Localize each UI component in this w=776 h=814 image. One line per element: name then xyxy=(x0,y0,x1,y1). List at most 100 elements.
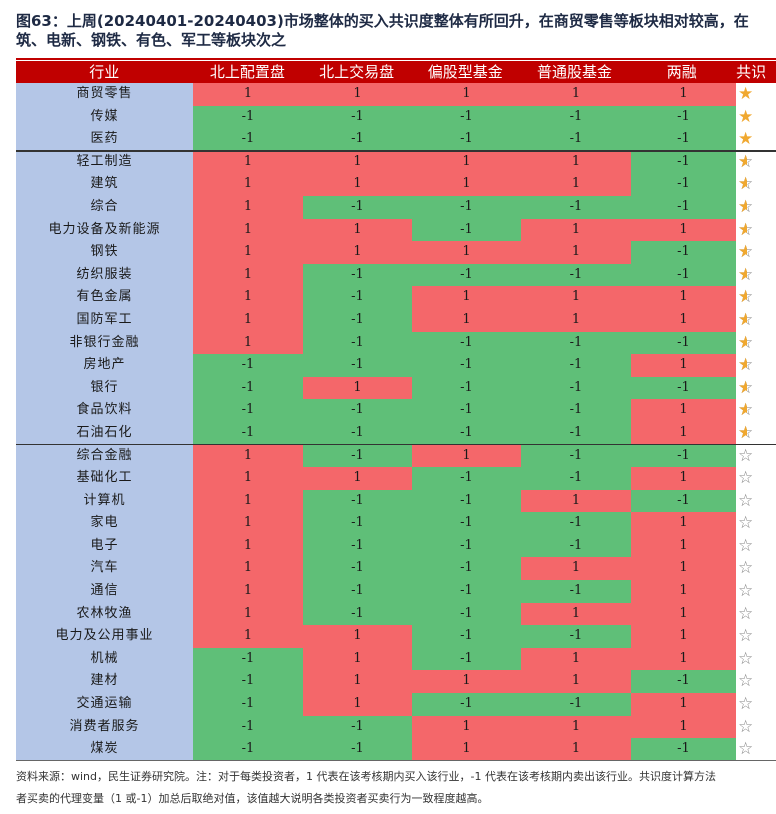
value-cell: -1 xyxy=(412,467,521,490)
industry-cell: 建材 xyxy=(16,670,193,694)
value-cell: -1 xyxy=(412,376,521,400)
value-cell: -1 xyxy=(521,693,631,716)
star-half-icon: ☆ ★ xyxy=(736,376,776,400)
table-row: 医药 -1 -1 -1 -1 -1 ★ xyxy=(16,128,776,151)
value-cell: -1 xyxy=(412,421,521,445)
value-cell: 1 xyxy=(193,625,303,648)
table-row: 电力及公用事业 1 1 -1 -1 1 ☆ xyxy=(16,625,776,648)
value-cell: -1 xyxy=(521,376,631,400)
industry-cell: 交通运输 xyxy=(16,693,193,716)
value-cell: 1 xyxy=(631,534,736,558)
value-cell: -1 xyxy=(193,105,303,129)
star-empty-icon: ☆ xyxy=(736,738,776,761)
value-cell: 1 xyxy=(521,602,631,626)
table-row: 银行 -1 1 -1 -1 -1 ☆ ★ xyxy=(16,376,776,400)
value-cell: 1 xyxy=(631,693,736,716)
star-empty-icon: ☆ xyxy=(736,693,776,716)
value-cell: 1 xyxy=(631,399,736,422)
industry-cell: 建筑 xyxy=(16,173,193,196)
title-line-1: 图63：上周(20240401-20240403)市场整体的买入共识度整体有所回… xyxy=(16,12,749,30)
value-cell: 1 xyxy=(193,331,303,355)
value-cell: -1 xyxy=(412,557,521,581)
value-cell: 1 xyxy=(631,647,736,671)
value-cell: 1 xyxy=(631,512,736,535)
header-margin: 两融 xyxy=(666,63,697,81)
industry-cell: 医药 xyxy=(16,128,193,151)
value-cell: -1 xyxy=(631,376,736,400)
value-cell: 1 xyxy=(193,195,303,219)
value-cell: 1 xyxy=(193,263,303,287)
table-row: 机械 -1 1 -1 1 1 ☆ xyxy=(16,647,776,671)
value-cell: 1 xyxy=(521,173,631,196)
value-cell: -1 xyxy=(631,670,736,694)
value-cell: -1 xyxy=(193,128,303,151)
star-half-icon: ☆ ★ xyxy=(736,241,776,264)
value-cell: 1 xyxy=(412,241,521,264)
value-cell: 1 xyxy=(631,308,736,332)
value-cell: 1 xyxy=(193,150,303,174)
table-row: 综合 1 -1 -1 -1 -1 ☆ ★ xyxy=(16,195,776,219)
header-stock-fund: 普通股基金 xyxy=(537,63,613,81)
table-row: 农林牧渔 1 -1 -1 1 1 ☆ xyxy=(16,602,776,626)
table-row: 有色金属 1 -1 1 1 1 ☆ ★ xyxy=(16,286,776,309)
value-cell: -1 xyxy=(303,399,412,422)
industry-cell: 计算机 xyxy=(16,489,193,513)
industry-cell: 石油石化 xyxy=(16,421,193,445)
value-cell: 1 xyxy=(193,173,303,196)
industry-cell: 非银行金融 xyxy=(16,331,193,355)
value-cell: 1 xyxy=(303,218,412,242)
value-cell: 1 xyxy=(303,241,412,264)
value-cell: -1 xyxy=(521,625,631,648)
star-empty-icon: ☆ xyxy=(736,444,776,468)
value-cell: 1 xyxy=(412,83,521,106)
table-row: 房地产 -1 -1 -1 -1 1 ☆ ★ xyxy=(16,354,776,377)
value-cell: -1 xyxy=(303,286,412,309)
table-row: 电力设备及新能源 1 1 -1 1 1 ☆ ★ xyxy=(16,218,776,242)
value-cell: 1 xyxy=(631,421,736,445)
value-cell: 1 xyxy=(193,580,303,603)
star-full-icon: ★ xyxy=(736,83,776,106)
table-row: 食品饮料 -1 -1 -1 -1 1 ☆ ★ xyxy=(16,399,776,422)
value-cell: -1 xyxy=(631,195,736,219)
table-row: 基础化工 1 1 -1 -1 1 ☆ xyxy=(16,467,776,490)
value-cell: 1 xyxy=(631,286,736,309)
value-cell: -1 xyxy=(412,580,521,603)
table-row: 纺织服装 1 -1 -1 -1 -1 ☆ ★ xyxy=(16,263,776,287)
value-cell: -1 xyxy=(303,263,412,287)
value-cell: -1 xyxy=(631,173,736,196)
value-cell: 1 xyxy=(193,308,303,332)
value-cell: -1 xyxy=(631,128,736,151)
group-divider xyxy=(16,443,776,446)
footnote-line-1: 资料来源：wind，民生证券研究院。注：对于每类投资者，1 代表在该考核期内买入… xyxy=(16,770,716,783)
value-cell: -1 xyxy=(303,602,412,626)
industry-cell: 钢铁 xyxy=(16,241,193,264)
value-cell: 1 xyxy=(193,602,303,626)
value-cell: -1 xyxy=(412,195,521,219)
value-cell: -1 xyxy=(303,580,412,603)
value-cell: -1 xyxy=(631,105,736,129)
value-cell: -1 xyxy=(412,647,521,671)
value-cell: -1 xyxy=(193,670,303,694)
value-cell: -1 xyxy=(193,693,303,716)
star-half-icon: ☆ ★ xyxy=(736,399,776,422)
value-cell: -1 xyxy=(303,105,412,129)
star-half-icon: ☆ ★ xyxy=(736,195,776,219)
value-cell: -1 xyxy=(521,534,631,558)
value-cell: 1 xyxy=(412,173,521,196)
group-divider xyxy=(16,150,776,152)
table-row: 传媒 -1 -1 -1 -1 -1 ★ xyxy=(16,105,776,129)
value-cell: -1 xyxy=(303,557,412,581)
value-cell: 1 xyxy=(631,218,736,242)
value-cell: 1 xyxy=(303,647,412,671)
industry-cell: 纺织服装 xyxy=(16,263,193,287)
consensus-table: 商贸零售 1 1 1 1 1 ★ 传媒 -1 -1 -1 -1 -1 ★ 医药 -1 -1 -1 -1 -1 ★ 轻工制造… xyxy=(16,83,776,761)
value-cell: -1 xyxy=(631,241,736,264)
value-cell: -1 xyxy=(303,195,412,219)
industry-cell: 食品饮料 xyxy=(16,399,193,422)
industry-cell: 有色金属 xyxy=(16,286,193,309)
star-empty-icon: ☆ xyxy=(736,557,776,581)
table-row: 计算机 1 -1 -1 1 -1 ☆ xyxy=(16,489,776,513)
value-cell: -1 xyxy=(412,263,521,287)
value-cell: -1 xyxy=(521,421,631,445)
value-cell: -1 xyxy=(303,489,412,513)
